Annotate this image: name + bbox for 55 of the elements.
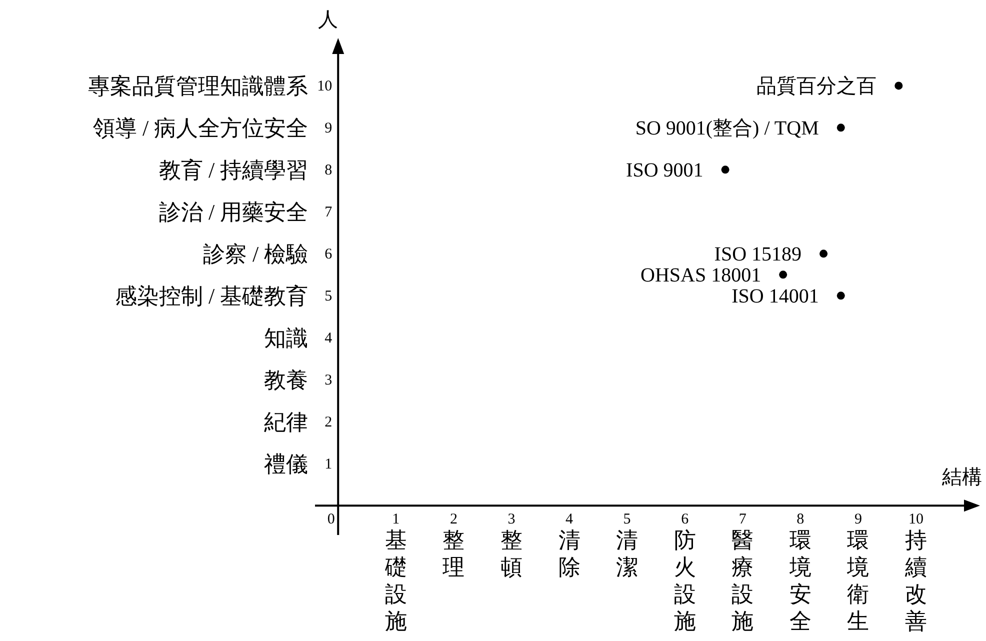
- y-tick-label: 7: [324, 204, 333, 221]
- x-tick-label: 7: [738, 512, 747, 528]
- text: 紀律: [264, 410, 308, 435]
- annotation: SO 9001(整合) / TQM: [635, 118, 820, 140]
- y-tick-label: 3: [324, 372, 332, 389]
- x-tick-label: 9: [854, 512, 862, 528]
- text: 教育 / 持續學習: [158, 158, 308, 183]
- annotation: 環境衛生: [846, 528, 870, 634]
- y-tick-label: 2: [324, 414, 332, 431]
- y-tick-label: 1: [324, 456, 332, 473]
- annotation: 清除: [558, 528, 580, 580]
- y-tick-label: 6: [324, 246, 333, 263]
- text: 領導 / 病人全方位安全: [92, 116, 308, 141]
- annotation: 持續改善: [904, 528, 927, 634]
- point: [779, 270, 788, 279]
- x-tick-label: 0: [327, 512, 335, 528]
- annotation: 整頓: [500, 528, 522, 580]
- text: 專案品質管理知識體系: [88, 74, 308, 99]
- annotation: 防火設施: [674, 528, 696, 634]
- y-tick-label: 5: [324, 288, 332, 305]
- text: 知識: [264, 326, 308, 351]
- x-tick-label: 4: [566, 512, 574, 528]
- annotation: 清潔: [616, 528, 638, 580]
- annotation: ISO 9001: [626, 160, 704, 182]
- point: [894, 82, 903, 90]
- x-tick-label: 5: [623, 512, 631, 528]
- annotation: ISO 14001: [732, 286, 819, 308]
- annotation: 品質百分之百: [756, 76, 877, 98]
- point: [721, 166, 730, 174]
- point: [820, 250, 828, 258]
- x-tick-label: 3: [508, 512, 516, 528]
- text: 診治 / 用藥安全: [158, 200, 308, 225]
- text: 教養: [264, 368, 308, 393]
- annotation: OHSAS 18001: [640, 264, 762, 287]
- annotation: 環境安全: [788, 528, 812, 634]
- y-tick-label: 8: [324, 162, 332, 179]
- x-tick-label: 2: [450, 512, 458, 528]
- x-tick-label: 1: [392, 512, 400, 528]
- y-tick-label: 10: [317, 78, 332, 95]
- y-tick-label: 4: [324, 330, 333, 347]
- x-tick-label: 10: [908, 512, 924, 528]
- x-tick-label: 6: [681, 512, 690, 528]
- x-axis-title: 結構: [941, 466, 982, 489]
- annotation: ISO 15189: [714, 244, 802, 266]
- text: 診察 / 檢驗: [202, 242, 308, 267]
- y-tick-label: 9: [324, 120, 332, 137]
- annotation: 基礎設施: [384, 528, 407, 634]
- point: [836, 292, 845, 300]
- point: [836, 124, 845, 132]
- annotation: 整理: [442, 528, 465, 580]
- text: 禮儀: [264, 452, 308, 477]
- y-axis-title: 人: [318, 9, 338, 31]
- x-tick-label: 8: [796, 512, 804, 528]
- text: 感染控制 / 基礎教育: [114, 284, 308, 309]
- annotation: 醫療設施: [732, 528, 754, 634]
